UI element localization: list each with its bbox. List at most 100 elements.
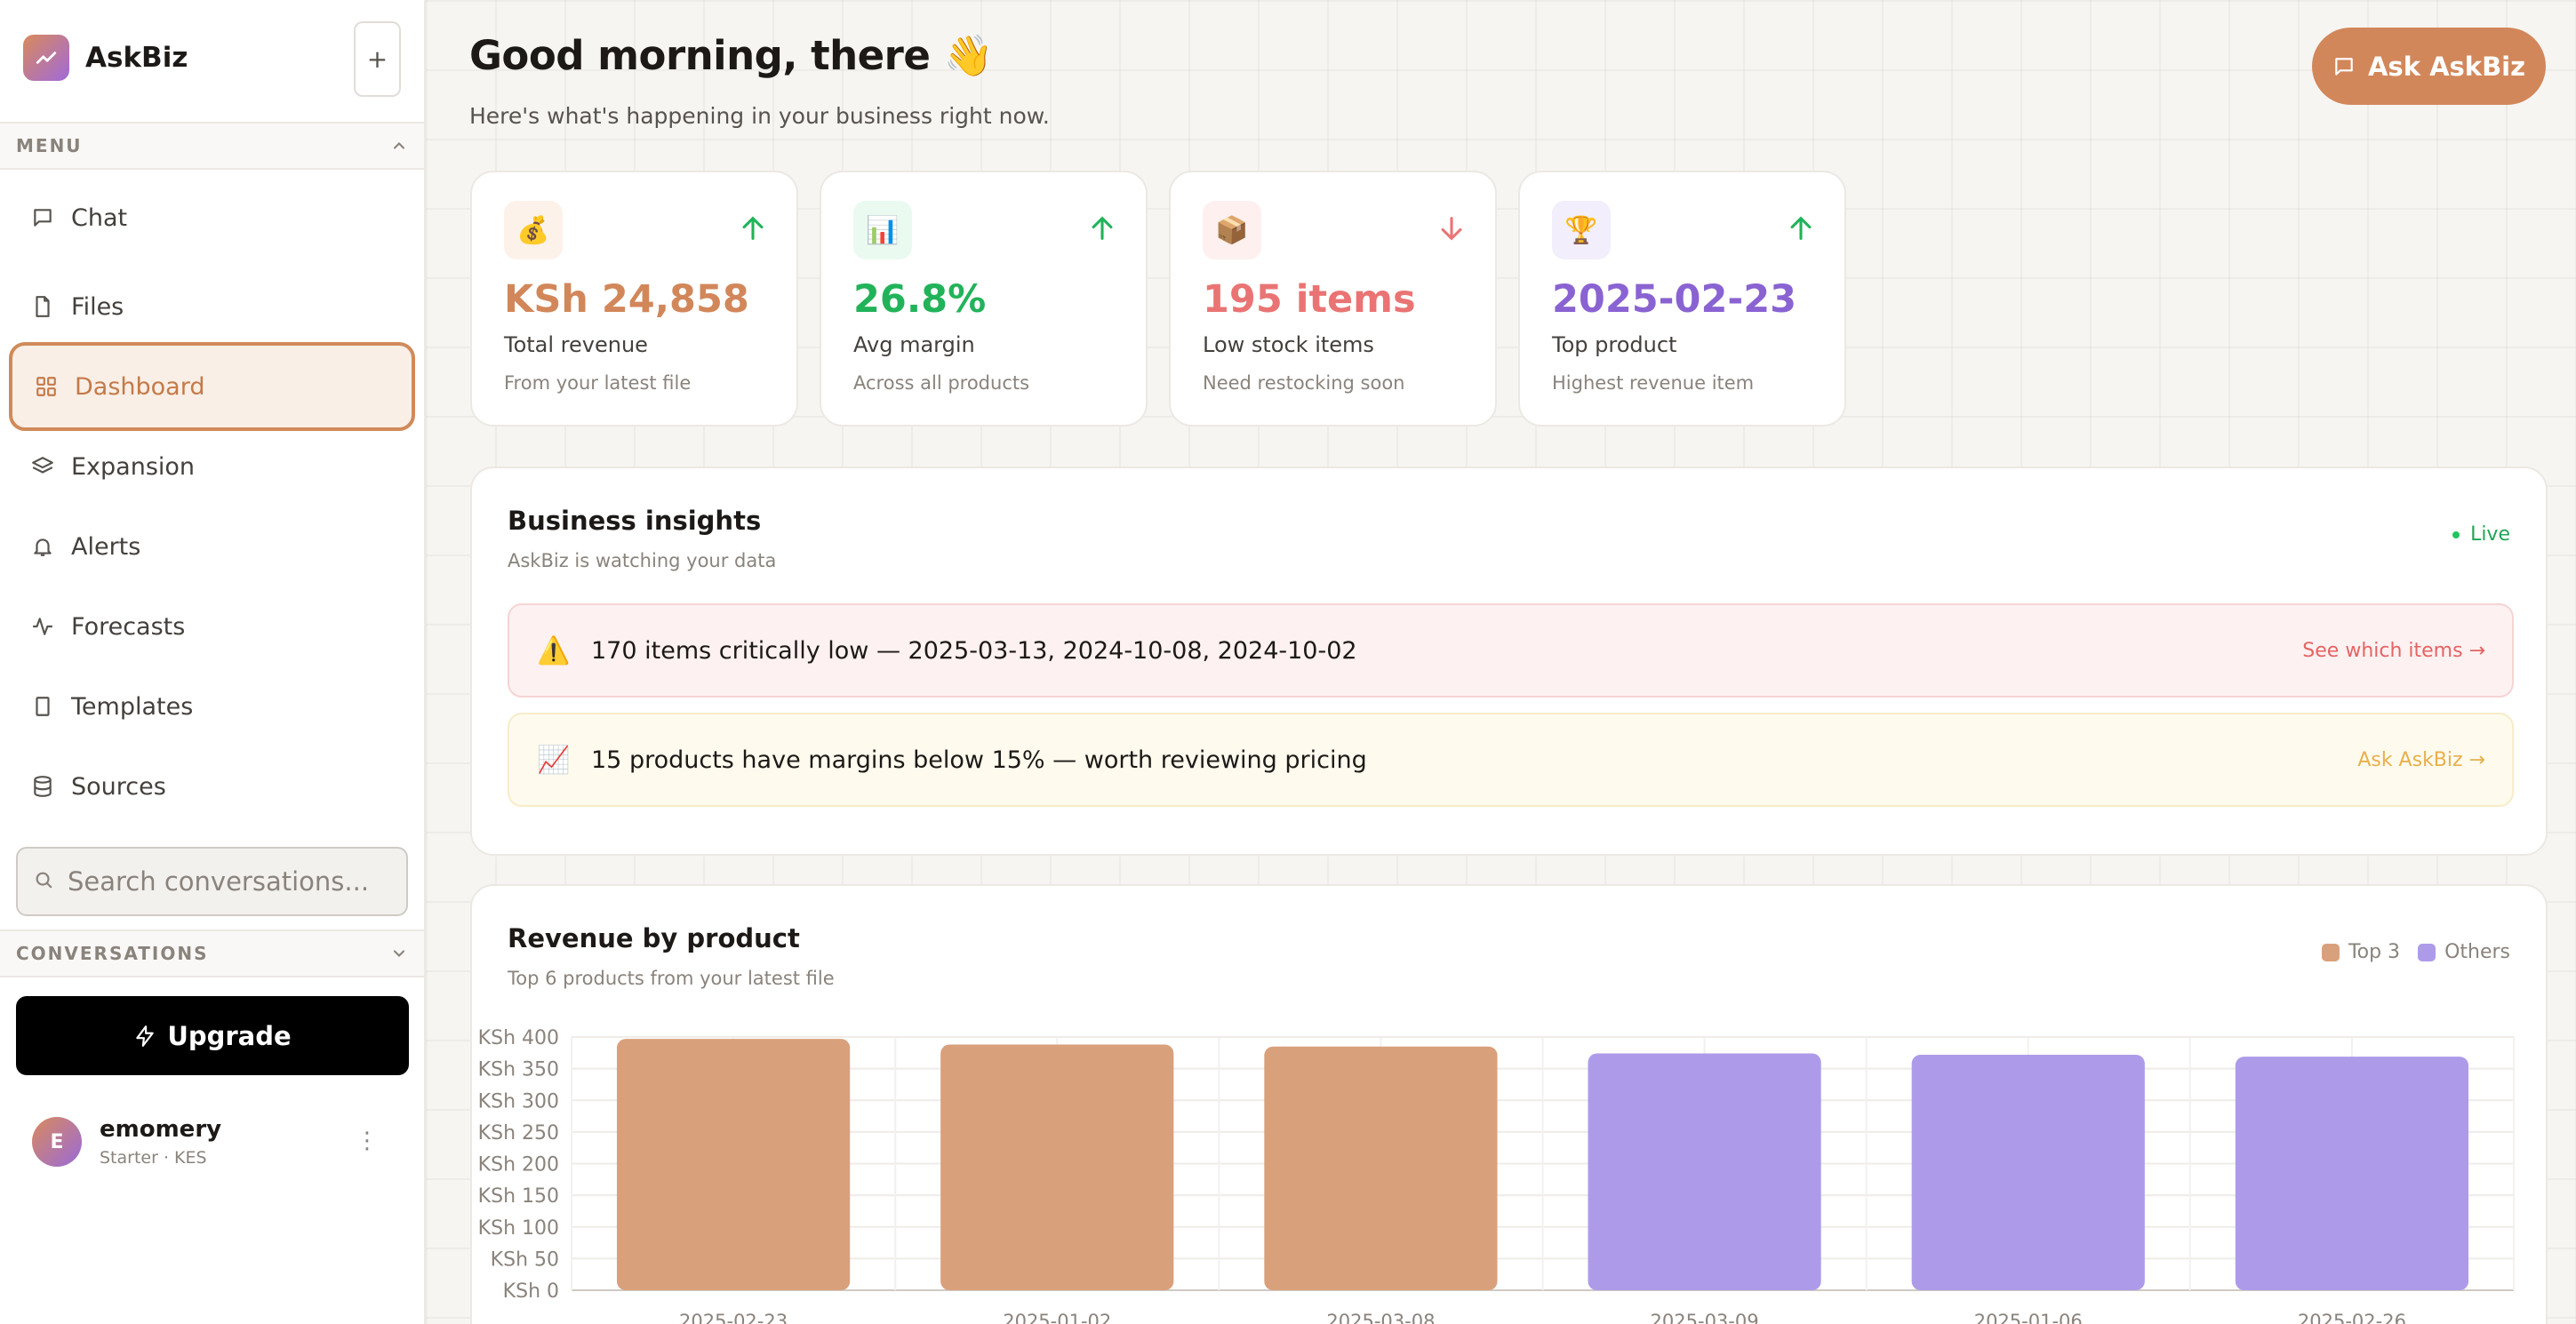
ask-button-label: Ask AskBiz bbox=[2367, 51, 2525, 82]
kpi-card-top-product: 🏆 2025-02-23 Top product Highest revenue… bbox=[1518, 171, 1846, 427]
package-icon: 📦 bbox=[1203, 201, 1261, 259]
sidebar-item-label: Dashboard bbox=[75, 372, 205, 401]
y-tick-label: KSh 300 bbox=[478, 1090, 559, 1113]
insights-card: Business insights AskBiz is watching you… bbox=[470, 467, 2548, 856]
ask-askbiz-button[interactable]: Ask AskBiz bbox=[2312, 28, 2546, 105]
x-tick-label: 2025-02-26 bbox=[2298, 1311, 2406, 1324]
menu-section-header[interactable]: MENU bbox=[0, 122, 424, 170]
app-name: AskBiz bbox=[85, 42, 188, 74]
kpi-label: Avg margin bbox=[853, 332, 975, 357]
chart-legend: Top 3 Others bbox=[2304, 941, 2510, 963]
sidebar-item-label: Chat bbox=[71, 203, 128, 232]
kpi-label: Top product bbox=[1552, 332, 1677, 357]
money-bag-icon: 💰 bbox=[504, 201, 563, 259]
search-input[interactable] bbox=[68, 866, 405, 897]
search-icon bbox=[34, 870, 53, 893]
legend-swatch bbox=[2418, 943, 2436, 961]
new-chat-button[interactable]: + bbox=[354, 21, 401, 97]
file-icon bbox=[30, 294, 55, 319]
page-title: Good morning, there 👋 bbox=[469, 32, 994, 79]
kpi-value: 26.8% bbox=[853, 277, 987, 322]
revenue-chart-card: Revenue by product Top 6 products from y… bbox=[470, 884, 2548, 1324]
arrow-down-icon bbox=[1436, 213, 1467, 247]
sidebar-item-files[interactable]: Files bbox=[9, 263, 415, 350]
see-which-items-link[interactable]: See which items → bbox=[2302, 639, 2485, 662]
bar bbox=[1911, 1054, 2145, 1290]
y-tick-label: KSh 100 bbox=[478, 1217, 559, 1240]
legend-swatch bbox=[2321, 943, 2340, 961]
ask-askbiz-link[interactable]: Ask AskBiz → bbox=[2357, 748, 2485, 771]
insight-row-low-stock: ⚠️ 170 items critically low — 2025-03-13… bbox=[508, 603, 2514, 698]
x-tick-label: 2025-01-02 bbox=[1003, 1311, 1111, 1324]
y-tick-label: KSh 350 bbox=[478, 1059, 559, 1081]
bar bbox=[1264, 1046, 1498, 1290]
kpi-card-margin: 📊 26.8% Avg margin Across all products bbox=[820, 171, 1148, 427]
arrow-up-icon bbox=[738, 213, 768, 247]
bar-chart-icon: 📊 bbox=[853, 201, 912, 259]
legend-top3: Top 3 bbox=[2321, 941, 2401, 963]
menu-header-label: MENU bbox=[16, 135, 83, 156]
legend-label: Others bbox=[2444, 941, 2510, 963]
sidebar-item-label: Forecasts bbox=[71, 612, 186, 641]
kpi-value: 2025-02-23 bbox=[1552, 277, 1797, 322]
y-tick-label: KSh 50 bbox=[491, 1248, 559, 1271]
insights-title: Business insights bbox=[508, 506, 762, 536]
chart-increasing-icon: 📈 bbox=[537, 744, 571, 776]
conversations-section-header[interactable]: CONVERSATIONS bbox=[0, 929, 424, 977]
live-label: Live bbox=[2470, 523, 2510, 546]
bar bbox=[1588, 1053, 1821, 1290]
x-tick-label: 2025-03-08 bbox=[1326, 1311, 1435, 1324]
chat-icon bbox=[2332, 55, 2356, 78]
legend-label: Top 3 bbox=[2348, 941, 2401, 963]
chart-title: Revenue by product bbox=[508, 923, 800, 953]
kpi-value: KSh 24,858 bbox=[504, 277, 749, 322]
user-profile[interactable]: E emomery Starter · KES ⋮ bbox=[32, 1115, 405, 1168]
database-icon bbox=[30, 774, 55, 799]
sidebar-item-chat[interactable]: Chat bbox=[9, 174, 415, 261]
kpi-card-low-stock: 📦 195 items Low stock items Need restock… bbox=[1169, 171, 1497, 427]
sidebar-item-forecasts[interactable]: Forecasts bbox=[9, 583, 415, 670]
kpi-sub: Need restocking soon bbox=[1203, 372, 1405, 394]
sidebar: AskBiz + MENU Chat Files Dashboard Expan… bbox=[0, 0, 426, 1324]
sidebar-item-sources[interactable]: Sources bbox=[9, 743, 415, 830]
bar bbox=[2235, 1057, 2469, 1290]
chevron-down-icon bbox=[393, 950, 405, 957]
search-box bbox=[16, 847, 408, 916]
bell-icon bbox=[30, 534, 55, 559]
grid-icon bbox=[34, 374, 59, 399]
chat-icon bbox=[30, 205, 55, 230]
lightning-icon bbox=[133, 1025, 156, 1048]
avatar: E bbox=[32, 1117, 82, 1167]
trend-line-icon bbox=[23, 35, 69, 81]
activity-icon bbox=[30, 614, 55, 639]
bar bbox=[940, 1044, 1174, 1290]
sidebar-item-dashboard[interactable]: Dashboard bbox=[9, 342, 415, 431]
arrow-up-icon bbox=[1087, 213, 1117, 247]
x-tick-label: 2025-02-23 bbox=[679, 1311, 788, 1324]
more-vertical-icon[interactable]: ⋮ bbox=[356, 1128, 379, 1154]
upgrade-label: Upgrade bbox=[167, 1020, 292, 1051]
kpi-label: Total revenue bbox=[504, 332, 648, 357]
y-tick-label: KSh 200 bbox=[478, 1154, 559, 1176]
sidebar-item-templates[interactable]: Templates bbox=[9, 663, 415, 750]
upgrade-button[interactable]: Upgrade bbox=[16, 996, 409, 1075]
user-plan: Starter · KES bbox=[100, 1148, 207, 1168]
sidebar-item-label: Sources bbox=[71, 772, 166, 801]
live-dot-icon bbox=[2452, 530, 2460, 538]
kpi-sub: From your latest file bbox=[504, 372, 692, 394]
sidebar-item-label: Expansion bbox=[71, 452, 196, 481]
sidebar-item-alerts[interactable]: Alerts bbox=[9, 503, 415, 590]
revenue-bar-chart: KSh 0 KSh 50 KSh 100 KSh 150 KSh 200 KSh 250 K… bbox=[478, 1027, 2515, 1324]
insight-text: 170 items critically low — 2025-03-13, 2… bbox=[591, 636, 1357, 665]
insight-text: 15 products have margins below 15% — wor… bbox=[591, 746, 1367, 774]
bar bbox=[616, 1039, 851, 1290]
sidebar-item-label: Files bbox=[71, 292, 124, 321]
y-tick-label: KSh 0 bbox=[503, 1280, 559, 1303]
conversations-header-label: CONVERSATIONS bbox=[16, 943, 209, 964]
main-content: Good morning, there 👋 Here's what's happ… bbox=[426, 0, 2576, 1324]
brand[interactable]: AskBiz bbox=[23, 34, 188, 82]
chart-subtitle: Top 6 products from your latest file bbox=[508, 968, 835, 989]
y-tick-label: KSh 250 bbox=[478, 1122, 559, 1145]
layers-icon bbox=[30, 454, 55, 479]
sidebar-item-expansion[interactable]: Expansion bbox=[9, 423, 415, 510]
